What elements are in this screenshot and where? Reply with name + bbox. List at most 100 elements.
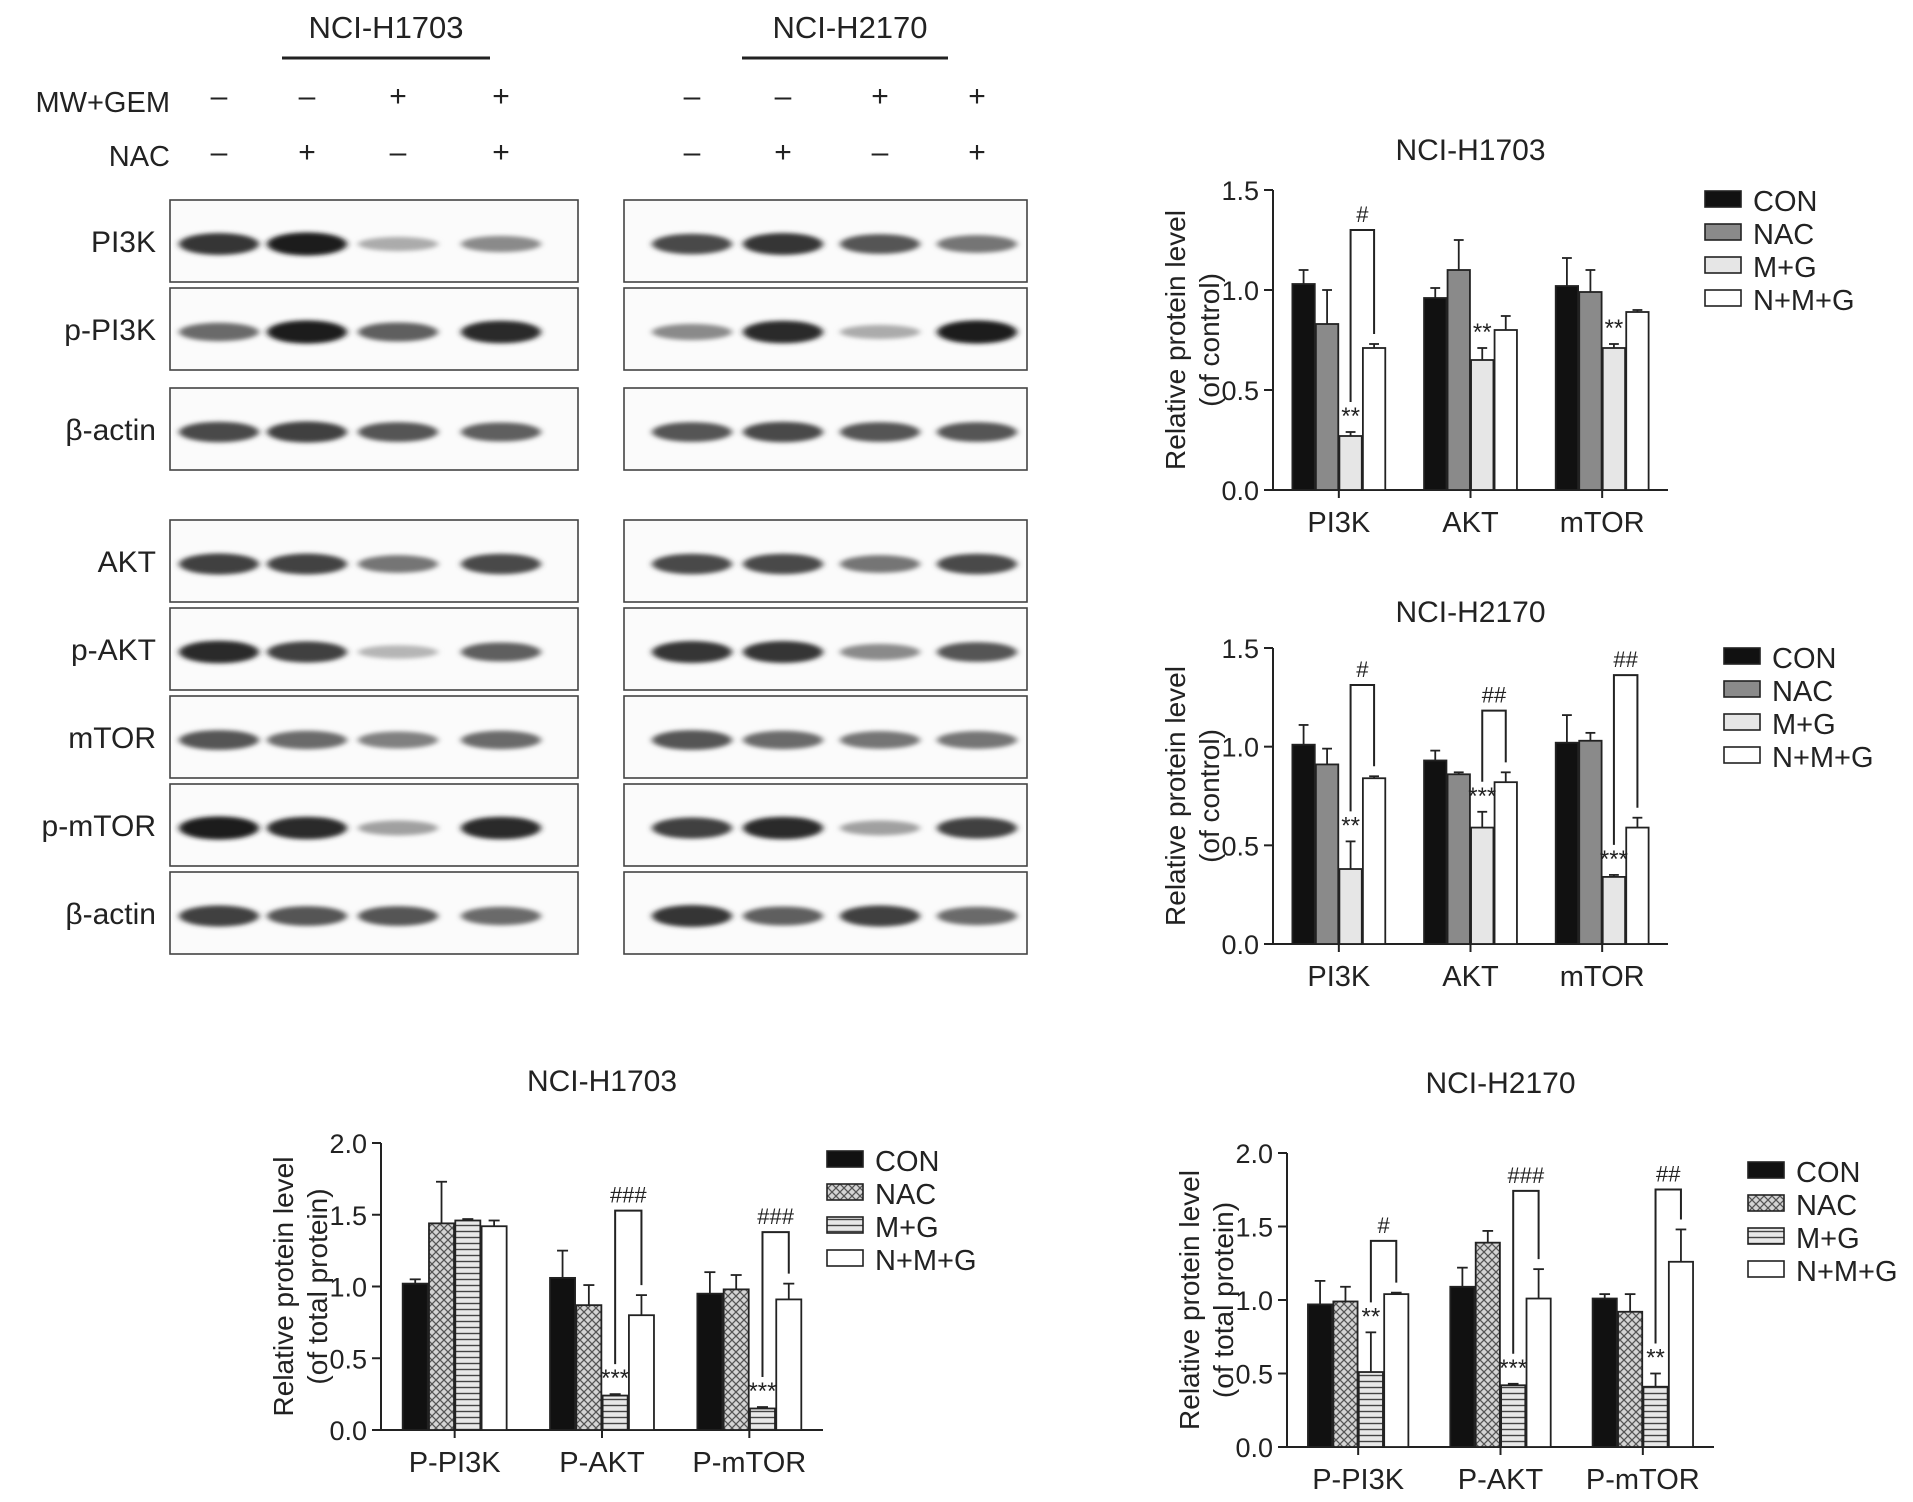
y-axis-label: Relative protein level bbox=[1174, 1170, 1205, 1430]
x-tick-label: AKT bbox=[1442, 961, 1499, 993]
legend-label: M+G bbox=[1772, 709, 1836, 741]
blot-row-label: β-actin bbox=[65, 414, 156, 447]
blot-band bbox=[179, 905, 259, 927]
blot-band bbox=[179, 322, 259, 342]
blot-band bbox=[358, 322, 438, 342]
bar bbox=[1625, 311, 1650, 491]
significance-stars: ** bbox=[1473, 319, 1492, 346]
blot-band bbox=[358, 731, 438, 749]
blot-band bbox=[267, 553, 347, 575]
condition-sign: – bbox=[684, 136, 701, 169]
y-tick-label: 1.5 bbox=[329, 1201, 367, 1231]
x-tick-label: AKT bbox=[1442, 507, 1499, 539]
y-tick-label: 2.0 bbox=[1235, 1139, 1273, 1169]
chart-title: NCI-H1703 bbox=[527, 1065, 677, 1098]
y-tick-label: 0.5 bbox=[1235, 1360, 1273, 1390]
bar bbox=[1383, 1293, 1410, 1448]
bar bbox=[722, 1288, 750, 1431]
bar bbox=[480, 1225, 508, 1431]
condition-sign: + bbox=[968, 136, 986, 169]
bar bbox=[1423, 759, 1448, 945]
bar bbox=[1332, 1300, 1359, 1448]
bar-charts: NCI-H1703 0.0 0.5 1.0 1.5 Relative protein le… bbox=[268, 134, 1898, 1496]
bar bbox=[1591, 1297, 1618, 1448]
condition-sign: – bbox=[390, 136, 407, 169]
bar bbox=[1554, 285, 1580, 491]
x-tick-label: mTOR bbox=[1560, 507, 1645, 539]
blot-band bbox=[179, 421, 259, 443]
blot-band bbox=[840, 324, 920, 340]
bar bbox=[1338, 868, 1363, 945]
blot-band bbox=[461, 235, 541, 253]
blot-band bbox=[743, 421, 823, 443]
blot-row-label: p-AKT bbox=[71, 634, 156, 667]
y-axis-label: (of control) bbox=[1194, 273, 1225, 407]
bar bbox=[1338, 435, 1363, 491]
significance-bracket bbox=[1481, 709, 1507, 782]
blot-band bbox=[937, 553, 1017, 575]
condition-sign-grid: – – + + – – + + – + – + – + – + bbox=[211, 80, 986, 169]
x-tick-label: PI3K bbox=[1307, 507, 1371, 539]
bar bbox=[696, 1292, 724, 1431]
y-tick-label: 1.0 bbox=[329, 1273, 367, 1303]
condition-sign: + bbox=[774, 136, 792, 169]
cell-line-header: NCI-H2170 bbox=[772, 10, 927, 45]
blot-band bbox=[461, 642, 541, 662]
y-tick-label: 0.0 bbox=[329, 1416, 367, 1446]
legend-swatch bbox=[1723, 746, 1761, 764]
significance-hash: ## bbox=[1613, 647, 1638, 672]
significance-bracket bbox=[1349, 229, 1376, 402]
blot-band bbox=[937, 817, 1017, 839]
bar-chart: NCI-H1703 0.0 0.5 1.0 1.5 Relative protein le… bbox=[1160, 134, 1855, 539]
y-tick-label: 2.0 bbox=[329, 1129, 367, 1159]
bar bbox=[1500, 1384, 1527, 1448]
legend-label: N+M+G bbox=[875, 1245, 977, 1277]
bar bbox=[1578, 291, 1603, 491]
blot-band bbox=[267, 906, 347, 926]
legend-label: M+G bbox=[875, 1212, 939, 1244]
bar bbox=[428, 1222, 455, 1431]
significance-stars: *** bbox=[748, 1378, 776, 1405]
blot-band bbox=[743, 233, 823, 255]
condition-sign: + bbox=[968, 80, 986, 113]
significance-hash: # bbox=[1377, 1213, 1390, 1238]
blot-band bbox=[179, 640, 259, 664]
blot-row-label: AKT bbox=[98, 546, 156, 579]
significance-bracket bbox=[1349, 683, 1376, 812]
blot-band bbox=[358, 422, 438, 442]
blot-band bbox=[652, 422, 732, 442]
significance-stars: ** bbox=[1341, 812, 1360, 839]
blot-band bbox=[937, 422, 1017, 442]
blot-band bbox=[267, 421, 347, 443]
bar bbox=[1470, 826, 1495, 945]
blot-band bbox=[179, 730, 259, 750]
blot-band bbox=[652, 730, 732, 750]
blot-band bbox=[743, 816, 823, 840]
legend-swatch bbox=[1747, 1161, 1785, 1179]
significance-stars: ** bbox=[1605, 315, 1624, 342]
blot-band bbox=[461, 906, 541, 926]
bar bbox=[1642, 1385, 1669, 1448]
legend-swatch bbox=[826, 1216, 864, 1234]
legend-swatch bbox=[1704, 289, 1742, 307]
blot-band bbox=[937, 235, 1017, 253]
condition-sign: + bbox=[492, 136, 510, 169]
bar-chart: NCI-H2170 0.0 0.5 1.0 1.5 2.0 Relative protein… bbox=[1174, 1067, 1898, 1496]
blot-band bbox=[461, 816, 541, 840]
y-tick-label: 1.5 bbox=[1235, 1213, 1273, 1243]
significance-hash: ## bbox=[1656, 1161, 1681, 1186]
y-tick-label: 0.5 bbox=[1221, 831, 1259, 861]
y-tick-label: 0.5 bbox=[329, 1344, 367, 1374]
bar bbox=[1357, 1371, 1384, 1448]
x-tick-label: mTOR bbox=[1560, 961, 1645, 993]
x-tick-label: P-mTOR bbox=[1586, 1464, 1700, 1496]
bar bbox=[1423, 297, 1448, 491]
blot-band bbox=[840, 422, 920, 442]
blot-band bbox=[743, 730, 823, 750]
bar bbox=[1578, 739, 1603, 945]
bar bbox=[1449, 1285, 1476, 1448]
legend-swatch bbox=[1747, 1260, 1785, 1278]
blot-band bbox=[358, 236, 438, 252]
bar bbox=[1314, 763, 1340, 945]
significance-stars: ** bbox=[1646, 1345, 1665, 1372]
